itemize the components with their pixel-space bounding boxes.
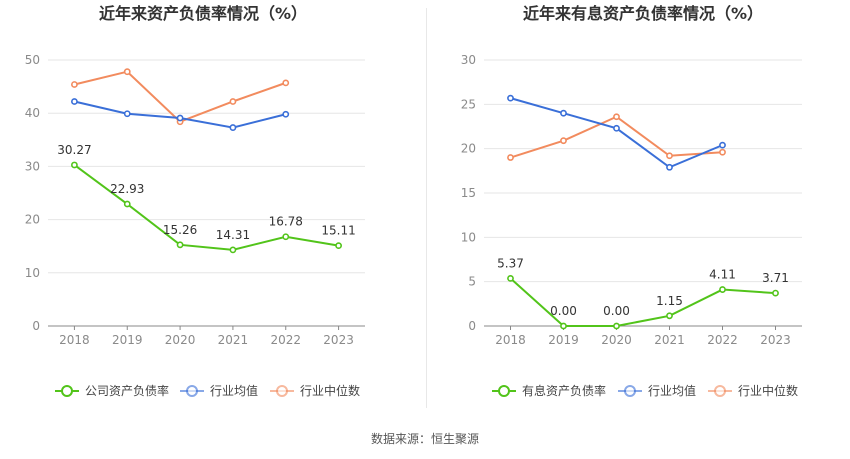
- x-tick-label: 2022: [270, 333, 301, 347]
- data-point-company: [123, 200, 131, 208]
- y-tick-label: 25: [461, 97, 476, 111]
- data-label: 16.78: [269, 215, 303, 229]
- y-tick-label: 20: [461, 142, 476, 156]
- data-point-industry_median: [666, 152, 673, 160]
- data-point-industry_median: [123, 68, 131, 76]
- legend-swatch-marker: [498, 385, 510, 397]
- series-line-company: [73, 164, 339, 251]
- x-tick-label: 2021: [654, 333, 685, 347]
- data-label: 1.15: [656, 294, 683, 308]
- x-tick-label: 2020: [601, 333, 632, 347]
- data-point-company: [666, 312, 673, 320]
- data-label: 0.00: [603, 304, 630, 318]
- legend-swatch-marker: [714, 385, 726, 397]
- y-tick-label: 30: [25, 159, 40, 173]
- legend-swatch-marker: [624, 385, 636, 397]
- panel-divider: [426, 8, 427, 408]
- data-point-company: [282, 233, 290, 241]
- chart-title: 近年来有息资产负债率情况（%）: [523, 4, 763, 23]
- x-tick-label: 2019: [112, 333, 143, 347]
- chart-interest-bearing-debt-ratio: 近年来有息资产负债率情况（%） 0 5 10 15 20 25 30 2018 2019 2020 2…: [461, 4, 802, 398]
- data-point-company: [719, 286, 726, 293]
- x-tick-label: 2023: [760, 333, 791, 347]
- legend-swatch-marker: [61, 385, 73, 397]
- data-point-industry_median: [613, 113, 620, 121]
- series-line-industry_avg: [510, 97, 723, 169]
- y-tick-label: 10: [461, 230, 476, 244]
- data-label: 22.93: [110, 182, 144, 196]
- data-point-industry_median: [719, 148, 726, 156]
- y-tick-label: 30: [461, 53, 476, 67]
- data-point-company: [176, 241, 184, 249]
- data-point-industry_avg: [666, 163, 673, 171]
- data-point-company: [335, 242, 342, 250]
- x-tick-label: 2018: [59, 333, 90, 347]
- x-tick-label: 2022: [707, 333, 738, 347]
- data-point-company: [613, 322, 620, 330]
- x-tick-label: 2021: [218, 333, 249, 347]
- y-tick-label: 40: [25, 106, 40, 120]
- data-point-company: [560, 322, 567, 330]
- data-point-industry_avg: [71, 98, 78, 105]
- data-point-company: [507, 274, 514, 282]
- data-label: 3.71: [762, 271, 789, 285]
- data-point-industry_avg: [176, 114, 184, 122]
- data-label: 5.37: [497, 256, 524, 270]
- y-tick-label: 15: [461, 186, 476, 200]
- data-label: 0.00: [550, 304, 577, 318]
- legend-label: 行业中位数: [738, 383, 798, 398]
- y-tick-label: 0: [468, 319, 476, 333]
- legend-label: 行业均值: [210, 383, 258, 398]
- data-point-industry_median: [71, 81, 78, 88]
- y-tick-label: 5: [468, 275, 476, 289]
- data-point-industry_avg: [229, 124, 237, 131]
- x-tick-label: 2018: [495, 333, 526, 347]
- data-label: 15.26: [163, 223, 197, 237]
- series-line-industry_median: [74, 70, 287, 123]
- data-point-company: [71, 161, 78, 169]
- data-label: 15.11: [321, 224, 355, 238]
- series-line-company: [509, 277, 776, 327]
- legend-label: 公司资产负债率: [85, 383, 169, 398]
- data-label: 14.31: [216, 228, 250, 242]
- x-tick-label: 2020: [165, 333, 196, 347]
- data-point-industry_median: [229, 98, 237, 105]
- source-note: 数据来源：恒生聚源: [370, 432, 479, 446]
- legend-swatch-marker: [186, 385, 198, 397]
- data-point-industry_avg: [123, 110, 131, 118]
- data-point-industry_avg: [507, 94, 514, 102]
- chart-debt-ratio: 近年来资产负债率情况（%） 0 10 20 30 40 50 2018 2019 2020 2021…: [25, 4, 365, 398]
- y-tick-label: 20: [25, 213, 40, 227]
- x-tick-label: 2023: [323, 333, 354, 347]
- data-label: 4.11: [709, 268, 736, 282]
- data-label: 30.27: [57, 143, 91, 157]
- data-point-industry_median: [560, 137, 567, 145]
- legend-swatch-marker: [276, 385, 288, 397]
- y-tick-label: 50: [25, 53, 40, 67]
- data-point-company: [772, 289, 779, 297]
- series-line-industry_median: [510, 115, 723, 159]
- chart-title: 近年来资产负债率情况（%）: [99, 4, 307, 23]
- data-point-company: [229, 246, 237, 254]
- legend-label: 行业均值: [648, 383, 696, 398]
- data-point-industry_avg: [719, 141, 726, 149]
- x-tick-label: 2019: [548, 333, 579, 347]
- y-tick-label: 10: [25, 266, 40, 280]
- data-point-industry_avg: [613, 124, 620, 132]
- legend-label: 有息资产负债率: [522, 383, 606, 398]
- data-point-industry_median: [282, 79, 290, 87]
- y-tick-label: 0: [32, 319, 40, 333]
- data-point-industry_avg: [560, 109, 567, 117]
- data-point-industry_median: [507, 154, 514, 161]
- legend-label: 行业中位数: [300, 383, 360, 398]
- data-point-industry_avg: [282, 110, 290, 118]
